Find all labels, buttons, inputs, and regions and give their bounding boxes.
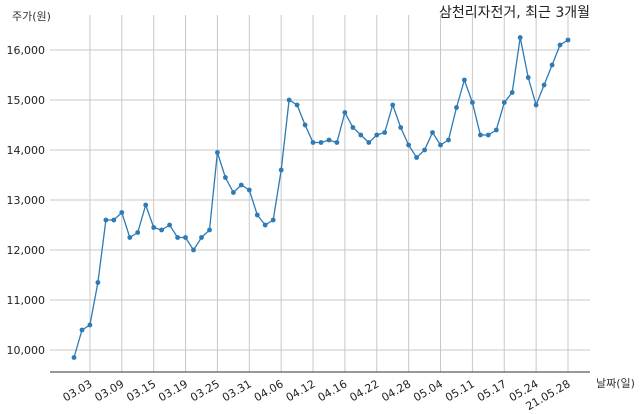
- data-point: [422, 147, 427, 153]
- data-point: [119, 210, 125, 215]
- data-point: [183, 235, 188, 240]
- data-point: [167, 222, 173, 228]
- y-tick-label: 14,000: [7, 144, 46, 157]
- x-tick-label: 04.06: [252, 377, 286, 404]
- y-tick-label: 16,000: [7, 44, 46, 57]
- data-point: [390, 102, 396, 108]
- data-point: [446, 137, 451, 143]
- data-point: [238, 182, 244, 188]
- x-tick-label: 03.15: [124, 377, 158, 404]
- data-point: [565, 37, 571, 43]
- y-tick-label: 13,000: [7, 194, 46, 207]
- data-point: [414, 155, 419, 160]
- data-point: [278, 167, 284, 173]
- x-tick-label: 03.09: [93, 377, 127, 404]
- data-point: [406, 142, 411, 148]
- data-point: [111, 217, 117, 223]
- x-tick-label: 03.03: [61, 377, 95, 404]
- data-point: [366, 140, 372, 145]
- data-point: [318, 140, 324, 145]
- x-tick-label: 04.12: [284, 377, 318, 404]
- data-point: [231, 190, 236, 195]
- data-point: [270, 217, 276, 223]
- data-point: [438, 142, 443, 148]
- data-point: [127, 235, 133, 240]
- data-point: [549, 62, 555, 68]
- data-point: [79, 327, 85, 333]
- data-point: [223, 175, 228, 180]
- x-tick-labels: 03.0303.0903.1503.1903.2503.3104.0604.12…: [61, 377, 573, 413]
- data-point: [254, 212, 260, 218]
- data-point: [246, 187, 252, 193]
- data-point: [262, 222, 268, 228]
- y-tick-label: 11,000: [7, 294, 46, 307]
- data-point: [71, 355, 77, 360]
- y-gridlines: [50, 49, 590, 351]
- y-tick-label: 10,000: [7, 344, 46, 357]
- x-tick-label: 04.22: [347, 377, 381, 404]
- data-point: [151, 225, 157, 230]
- data-point: [135, 230, 141, 235]
- data-point: [326, 137, 332, 143]
- data-point: [493, 127, 499, 133]
- price-series-line: [73, 37, 569, 358]
- data-point: [143, 202, 149, 208]
- data-point: [87, 322, 93, 328]
- data-point: [175, 235, 181, 240]
- data-point: [95, 280, 101, 285]
- x-tick-label: 04.16: [316, 377, 350, 404]
- y-tick-label: 15,000: [7, 94, 46, 107]
- data-point: [310, 140, 316, 145]
- data-point: [454, 105, 459, 110]
- data-point: [557, 42, 563, 48]
- data-point: [159, 227, 165, 233]
- data-point: [501, 100, 507, 105]
- data-point: [199, 235, 204, 240]
- data-point: [485, 132, 491, 138]
- x-tick-label: 03.31: [220, 377, 254, 404]
- data-point: [294, 102, 300, 108]
- data-point: [382, 130, 388, 135]
- price-data-points: [71, 35, 571, 360]
- x-gridlines: [89, 15, 569, 372]
- data-point: [398, 125, 404, 130]
- data-point: [541, 82, 547, 88]
- data-point: [286, 97, 292, 103]
- data-point: [342, 110, 348, 115]
- data-point: [478, 132, 483, 138]
- data-point: [374, 132, 380, 138]
- x-tick-label: 03.25: [188, 377, 222, 404]
- data-point: [334, 140, 340, 145]
- data-point: [470, 100, 475, 105]
- data-point: [358, 132, 364, 138]
- data-point: [525, 75, 531, 80]
- data-point: [191, 247, 196, 253]
- x-axis-title: 날짜(일): [596, 376, 635, 390]
- data-point: [350, 125, 356, 130]
- data-point: [517, 35, 523, 40]
- x-tick-label: 05.17: [475, 377, 509, 404]
- data-point: [509, 90, 515, 95]
- data-point: [207, 227, 212, 233]
- x-tick-label: 04.28: [379, 377, 413, 404]
- data-point: [103, 217, 109, 223]
- y-tick-labels: 10,000 11,000 12,000 13,000 14,000 15,000 16,0…: [7, 44, 46, 357]
- y-tick-label: 12,000: [7, 244, 46, 257]
- x-tick-label: 03.19: [156, 377, 190, 404]
- data-point: [533, 102, 539, 108]
- x-tick-label: 05.11: [443, 377, 477, 404]
- data-point: [215, 150, 220, 155]
- data-point: [430, 130, 435, 135]
- x-tick-label: 05.04: [411, 377, 445, 404]
- chart-title: 삼천리자전거, 최근 3개월: [439, 5, 590, 21]
- y-axis-title: 주가(원): [12, 10, 51, 23]
- data-point: [302, 122, 308, 128]
- data-point: [462, 77, 467, 83]
